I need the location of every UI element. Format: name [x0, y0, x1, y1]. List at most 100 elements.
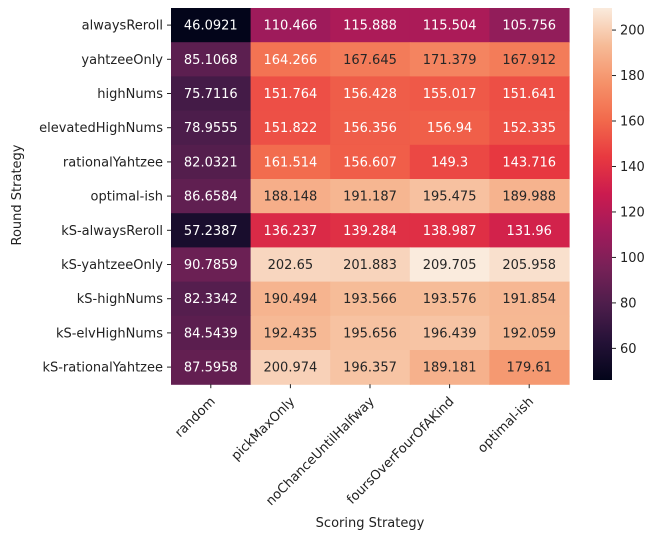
y-tick-label: kS-alwaysReroll — [61, 224, 163, 239]
heatmap-cell — [489, 42, 570, 77]
heatmap-cell — [489, 247, 570, 283]
cell-value-label: 156.356 — [343, 121, 397, 136]
heatmap-cell — [409, 247, 490, 283]
heatmap-cell — [409, 76, 490, 112]
heatmap-cell — [330, 76, 411, 112]
cell-value-label: 84.5439 — [184, 326, 238, 341]
cell-value-label: 105.756 — [502, 19, 556, 34]
heatmap-cell — [489, 144, 570, 180]
heatmap-cell — [409, 213, 490, 248]
heatmap-cell — [489, 350, 570, 385]
heatmap-cell — [250, 350, 331, 385]
heatmap-cell — [171, 350, 252, 385]
heatmap-cell — [171, 110, 252, 146]
cell-value-label: 78.9555 — [184, 121, 238, 136]
y-tick-label: kS-highNums — [77, 292, 163, 307]
cell-value-label: 110.466 — [264, 19, 318, 34]
x-tick-label: optimal-ish — [475, 394, 537, 456]
colorbar-tick-label: 160 — [620, 115, 645, 130]
cell-value-label: 115.504 — [423, 19, 477, 34]
colorbar-tick-label: 100 — [620, 251, 645, 266]
cell-value-label: 155.017 — [423, 87, 477, 102]
y-tick-label: rationalYahtzee — [63, 155, 163, 170]
heatmap-cell — [330, 179, 411, 214]
y-tick-label: kS-yahtzeeOnly — [61, 258, 163, 273]
heatmap-cell — [330, 281, 411, 317]
cell-value-label: 188.148 — [264, 190, 318, 205]
cell-value-label: 90.7859 — [184, 258, 238, 273]
cell-value-label: 179.61 — [506, 361, 552, 376]
heatmap-cell — [171, 315, 252, 351]
heatmap-cell — [330, 110, 411, 146]
cell-value-label: 156.428 — [343, 87, 397, 102]
heatmap-cell — [171, 179, 252, 214]
cell-value-label: 192.435 — [264, 326, 318, 341]
heatmap-cell — [250, 42, 331, 77]
heatmap-cell — [409, 8, 490, 43]
heatmap-cell — [409, 110, 490, 146]
heatmap-cell — [330, 315, 411, 351]
x-tick-label: random — [172, 394, 218, 440]
heatmap-cell — [330, 350, 411, 385]
cell-value-label: 189.988 — [502, 190, 556, 205]
colorbar-tick-label: 140 — [620, 160, 645, 175]
cell-value-label: 149.3 — [431, 155, 468, 170]
cell-value-label: 151.822 — [264, 121, 318, 136]
colorbar-tick-label: 200 — [620, 24, 645, 39]
cell-value-label: 167.912 — [502, 53, 556, 68]
y-tick-label: kS-rationalYahtzee — [42, 361, 163, 376]
heatmap-cell — [330, 247, 411, 283]
cell-value-label: 138.987 — [423, 224, 477, 239]
heatmap-cell — [489, 179, 570, 214]
heatmap-cell — [489, 281, 570, 317]
heatmap-cell — [330, 42, 411, 77]
y-tick-label: alwaysReroll — [82, 19, 163, 34]
cell-value-label: 167.645 — [343, 53, 397, 68]
cell-value-label: 196.439 — [423, 326, 477, 341]
heatmap-cell — [489, 8, 570, 43]
heatmap-cell — [409, 42, 490, 77]
heatmap-cell — [330, 144, 411, 180]
cell-value-label: 156.607 — [343, 155, 397, 170]
heatmap-cell — [250, 179, 331, 214]
cell-value-label: 196.357 — [343, 361, 397, 376]
heatmap-cell — [250, 247, 331, 283]
cell-value-label: 209.705 — [423, 258, 477, 273]
heatmap-cell — [250, 76, 331, 112]
heatmap-cell — [171, 247, 252, 283]
y-tick-label: optimal-ish — [91, 190, 163, 205]
cell-value-label: 139.284 — [343, 224, 397, 239]
cell-value-label: 151.641 — [502, 87, 556, 102]
cell-value-label: 151.764 — [264, 87, 318, 102]
cell-value-label: 82.0321 — [184, 155, 238, 170]
heatmap-cell — [409, 179, 490, 214]
heatmap-cell — [330, 8, 411, 43]
cell-value-label: 195.656 — [343, 326, 397, 341]
colorbar-tick-label: 80 — [620, 296, 637, 311]
x-axis-title: Scoring Strategy — [316, 516, 425, 531]
colorbar-tick-label: 180 — [620, 69, 645, 84]
cell-value-label: 190.494 — [264, 292, 318, 307]
cell-value-label: 156.94 — [427, 121, 473, 136]
cell-value-label: 201.883 — [343, 258, 397, 273]
cell-value-label: 164.266 — [264, 53, 318, 68]
y-tick-labels: alwaysReroll yahtzeeOnly highNums elevatedH… — [39, 19, 171, 376]
heatmap-cell — [409, 281, 490, 317]
cell-value-label: 82.3342 — [184, 292, 238, 307]
cell-value-label: 205.958 — [502, 258, 556, 273]
cell-value-label: 191.854 — [502, 292, 556, 307]
heatmap-cell — [250, 144, 331, 180]
heatmap-cell — [409, 315, 490, 351]
cell-value-label: 202.65 — [268, 258, 314, 273]
heatmap-cell — [489, 315, 570, 351]
y-tick-label: yahtzeeOnly — [81, 53, 163, 68]
cell-value-label: 193.566 — [343, 292, 397, 307]
cell-value-label: 161.514 — [264, 155, 318, 170]
y-tick-label: kS-elvHighNums — [56, 326, 163, 341]
cell-value-label: 57.2387 — [184, 224, 238, 239]
heatmap-cell — [489, 213, 570, 248]
y-tick-label: elevatedHighNums — [39, 121, 163, 136]
heatmap-cell — [330, 213, 411, 248]
heatmap-cell — [250, 315, 331, 351]
heatmap-cell — [171, 144, 252, 180]
